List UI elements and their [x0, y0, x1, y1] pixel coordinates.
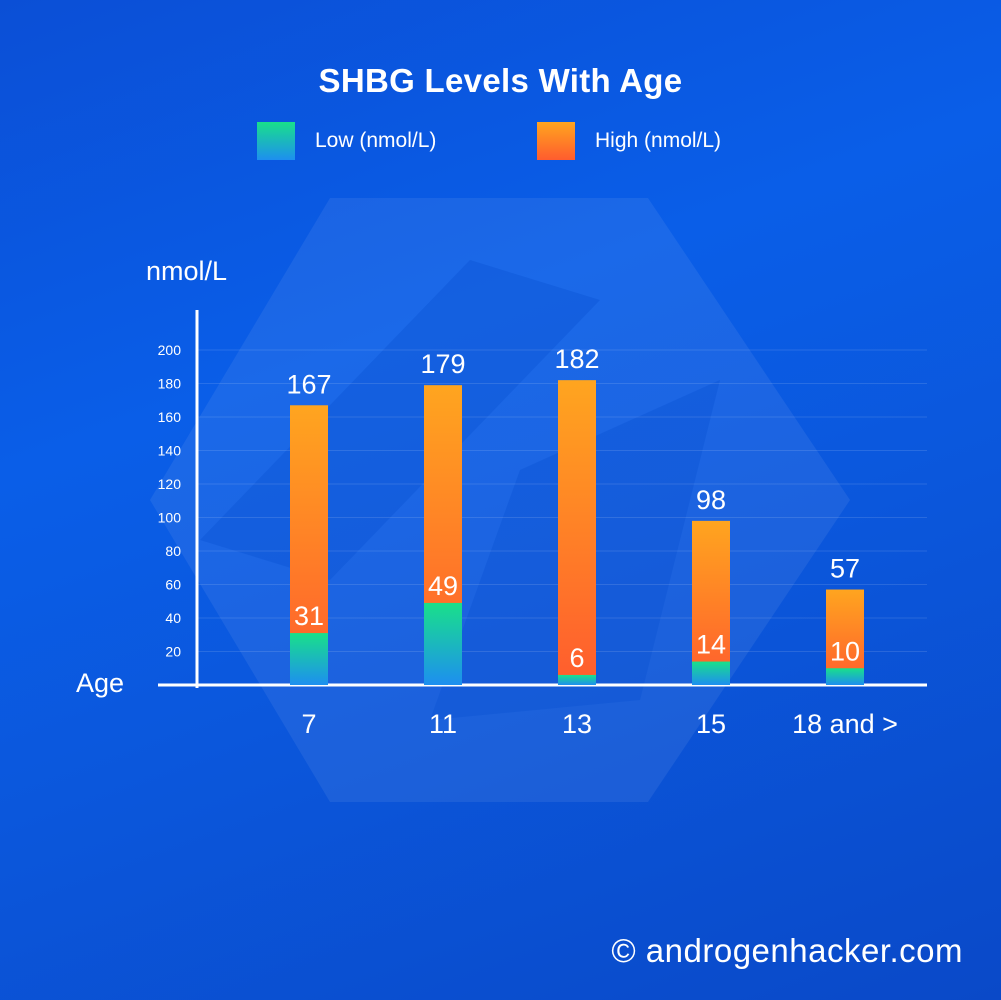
x-tick-label: 18 and > [792, 709, 898, 739]
legend-label-low: Low (nmol/L) [315, 129, 437, 152]
bar-high [558, 380, 596, 685]
y-tick-label: 40 [165, 610, 181, 626]
data-label-low: 6 [569, 643, 584, 673]
bar-low [558, 674, 596, 685]
data-label-low: 14 [696, 630, 726, 660]
data-label-low: 10 [830, 636, 860, 666]
bar-high [692, 520, 730, 685]
x-tick-label: 13 [562, 709, 592, 739]
copyright-footer: © androgenhacker.com [611, 932, 963, 969]
legend-item-low: Low (nmol/L) [257, 122, 436, 160]
data-label-high: 57 [830, 554, 860, 584]
data-label-low: 49 [428, 571, 458, 601]
legend-item-high: High (nmol/L) [537, 122, 721, 160]
bar-low [826, 668, 864, 685]
y-tick-label: 60 [165, 577, 181, 593]
x-tick-label: 15 [696, 709, 726, 739]
legend-label-high: High (nmol/L) [595, 129, 722, 152]
data-label-low: 31 [294, 601, 324, 631]
y-axis-label: nmol/L [146, 256, 228, 286]
y-tick-label: 200 [158, 342, 182, 358]
chart-title: SHBG Levels With Age [318, 62, 683, 99]
y-tick-label: 20 [165, 644, 181, 660]
bar-low [424, 602, 462, 685]
bar-low [692, 661, 730, 685]
data-label-high: 179 [420, 349, 465, 379]
y-tick-label: 140 [158, 443, 182, 459]
data-label-high: 98 [696, 485, 726, 515]
x-tick-label: 11 [429, 709, 457, 739]
legend-swatch-high [537, 122, 575, 160]
y-tick-label: 180 [158, 376, 182, 392]
y-tick-label: 160 [158, 409, 182, 425]
x-axis-label: Age [76, 668, 125, 698]
x-tick-label: 7 [301, 709, 316, 739]
bar-low [290, 633, 328, 685]
data-label-high: 167 [286, 369, 331, 399]
data-label-high: 182 [554, 344, 599, 374]
y-tick-label: 100 [158, 510, 182, 526]
legend-swatch-low [257, 122, 295, 160]
y-tick-label: 80 [165, 543, 181, 559]
y-tick-label: 120 [158, 476, 182, 492]
